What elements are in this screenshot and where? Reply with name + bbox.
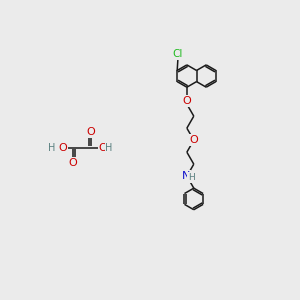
Text: O: O bbox=[58, 143, 67, 153]
Text: O: O bbox=[189, 135, 198, 145]
Text: O: O bbox=[182, 96, 191, 106]
Text: O: O bbox=[99, 143, 107, 153]
Text: H: H bbox=[48, 143, 55, 153]
Text: H: H bbox=[105, 143, 113, 153]
Text: N: N bbox=[182, 171, 190, 181]
Text: O: O bbox=[68, 158, 77, 168]
Text: O: O bbox=[86, 127, 95, 137]
Text: Cl: Cl bbox=[173, 49, 183, 59]
Text: H: H bbox=[188, 173, 195, 182]
